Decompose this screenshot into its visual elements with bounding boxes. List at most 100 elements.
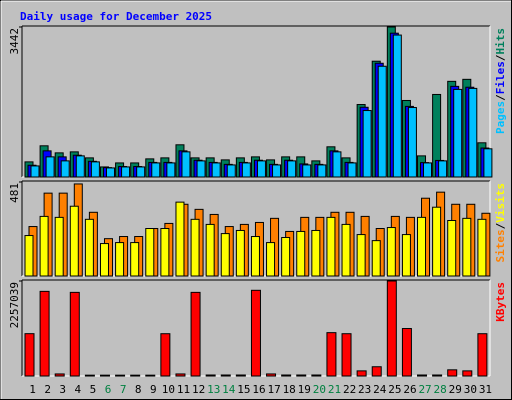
bar xyxy=(401,234,411,277)
bar xyxy=(115,374,126,377)
x-tick-label: 15 xyxy=(237,383,250,396)
x-tick-label: 13 xyxy=(207,383,220,396)
y-tick-label: 481 xyxy=(8,183,21,203)
bar xyxy=(241,162,251,178)
x-tick-label: 1 xyxy=(29,383,36,396)
legend-entry: Hits xyxy=(494,28,507,55)
bar xyxy=(371,366,382,377)
y-tick-label: 2257039 xyxy=(8,282,21,328)
bar xyxy=(196,160,206,178)
bar xyxy=(145,374,156,377)
x-tick-label: 10 xyxy=(162,383,175,396)
bar xyxy=(205,374,216,377)
legend-entry: KBytes xyxy=(494,282,507,322)
bar xyxy=(39,215,49,277)
bar xyxy=(30,165,40,178)
x-tick-label: 20 xyxy=(313,383,326,396)
x-tick-label: 31 xyxy=(479,383,492,396)
bar xyxy=(302,164,312,178)
legend-entry: Files xyxy=(494,61,507,94)
bar xyxy=(69,205,79,277)
x-tick-label: 25 xyxy=(388,383,401,396)
bar xyxy=(281,237,291,277)
bar xyxy=(386,280,397,377)
legend-separator: / xyxy=(494,94,507,101)
bar xyxy=(287,160,297,178)
legend-separator: / xyxy=(494,54,507,61)
x-tick-label: 26 xyxy=(403,383,416,396)
x-tick-label: 12 xyxy=(192,383,205,396)
bar xyxy=(226,164,236,178)
bar xyxy=(75,155,85,178)
legend-separator: / xyxy=(494,222,507,229)
bar xyxy=(453,88,463,178)
x-tick-label: 3 xyxy=(59,383,66,396)
bar xyxy=(145,228,155,277)
bar xyxy=(151,162,161,178)
legend-entry: Visits xyxy=(494,183,507,223)
bar xyxy=(45,156,55,178)
x-tick-label: 24 xyxy=(373,383,387,396)
x-tick-label: 22 xyxy=(343,383,356,396)
bar xyxy=(326,332,337,377)
bar xyxy=(483,148,493,178)
bar xyxy=(326,216,336,277)
bar xyxy=(447,219,457,277)
bar xyxy=(266,373,277,377)
bar xyxy=(311,229,321,277)
x-tick-label: 8 xyxy=(135,383,142,396)
x-tick-label: 4 xyxy=(75,383,82,396)
bar xyxy=(477,218,487,277)
legend: Sites/Visits xyxy=(494,183,507,263)
bar xyxy=(69,291,80,377)
x-tick-label: 28 xyxy=(434,383,447,396)
bar xyxy=(266,242,276,277)
bar xyxy=(220,233,230,277)
bar xyxy=(105,167,115,178)
bar xyxy=(166,162,176,178)
bar xyxy=(99,374,110,377)
legend: Pages/Files/Hits xyxy=(494,28,507,134)
bar xyxy=(362,110,372,178)
bar xyxy=(311,374,322,377)
bar xyxy=(341,223,351,277)
bar xyxy=(205,223,215,277)
bar xyxy=(462,217,472,277)
x-tick-label: 17 xyxy=(267,383,280,396)
x-tick-label: 16 xyxy=(252,383,265,396)
bar xyxy=(447,369,458,377)
bar xyxy=(356,234,366,277)
bar xyxy=(84,374,95,377)
x-tick-label: 27 xyxy=(418,383,431,396)
bar xyxy=(377,65,387,178)
legend-entry: Sites xyxy=(494,229,507,262)
bar xyxy=(54,216,64,277)
bar xyxy=(341,333,352,377)
plot-area xyxy=(22,26,490,177)
bar xyxy=(24,333,35,377)
bar xyxy=(250,289,261,377)
legend-entry: Pages xyxy=(494,101,507,134)
bar xyxy=(24,235,34,277)
bar xyxy=(175,373,186,377)
bar xyxy=(438,160,448,178)
bar xyxy=(432,206,442,277)
bar xyxy=(432,374,443,377)
bar xyxy=(392,34,402,178)
bar xyxy=(130,242,140,277)
bar xyxy=(39,290,50,377)
bar xyxy=(160,228,170,277)
bar xyxy=(423,162,433,178)
bar xyxy=(256,160,266,178)
bar xyxy=(332,151,342,178)
y-tick-label: 3442 xyxy=(8,28,21,55)
x-tick-label: 19 xyxy=(298,383,311,396)
x-tick-label: 2 xyxy=(44,383,51,396)
bar xyxy=(99,243,109,277)
bar xyxy=(84,218,94,277)
bar xyxy=(468,87,478,178)
bar xyxy=(190,291,201,377)
x-tick-label: 14 xyxy=(222,383,236,396)
bar xyxy=(417,216,427,277)
